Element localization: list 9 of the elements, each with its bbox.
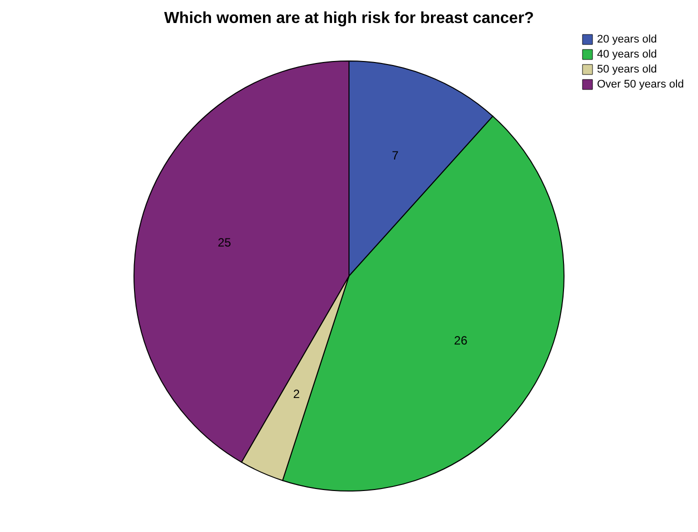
legend-label: 20 years old xyxy=(597,34,657,46)
data-label: 26 xyxy=(454,334,468,348)
legend-label: 50 years old xyxy=(597,64,657,76)
data-label: 25 xyxy=(218,236,232,250)
legend-label: 40 years old xyxy=(597,48,657,60)
data-label: 7 xyxy=(392,148,399,163)
chart-title: Which women are at high risk for breast cancer? xyxy=(164,10,534,27)
data-label: 2 xyxy=(293,386,300,401)
legend-label: Over 50 years old xyxy=(597,78,684,90)
